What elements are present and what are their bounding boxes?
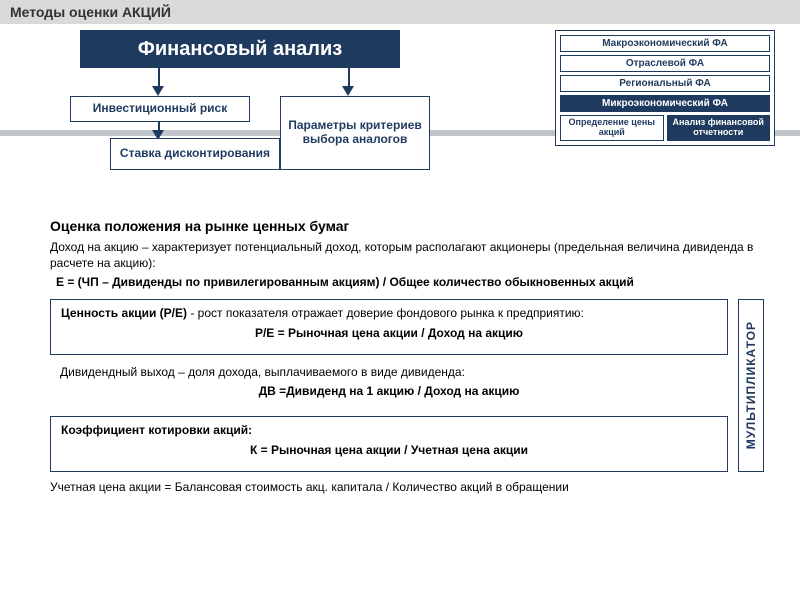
- section-title: Оценка положения на рынке ценных бумаг: [50, 218, 760, 234]
- rp-micro: Микроэкономический ФА: [560, 95, 770, 112]
- multiplier-label: МУЛЬТИПЛИКАТОР: [744, 321, 758, 449]
- arrow-stem-1: [158, 68, 160, 86]
- node-investment-risk: Инвестиционный риск: [70, 96, 250, 122]
- kk-block: Коэффициент котировки акций: К = Рыночна…: [50, 416, 728, 472]
- node-discount-rate-label: Ставка дисконтирования: [120, 147, 270, 161]
- content-area: Оценка положения на рынке ценных бумаг Д…: [0, 210, 800, 496]
- footer-formula: Учетная цена акции = Балансовая стоимост…: [50, 480, 760, 496]
- rp-industry: Отраслевой ФА: [560, 55, 770, 72]
- pe-text: - рост показателя отражает доверие фондо…: [187, 306, 584, 320]
- rp-fin-statements: Анализ финансовой отчетности: [667, 115, 771, 141]
- pe-formula: Р/Е = Рыночная цена акции / Доход на акц…: [61, 326, 717, 340]
- arrow-head-1: [152, 86, 164, 96]
- kk-formula: К = Рыночная цена акции / Учетная цена а…: [61, 443, 717, 457]
- right-panel: Макроэкономический ФА Отраслевой ФА Реги…: [555, 30, 775, 146]
- kk-label: Коэффициент котировки акций:: [61, 423, 717, 439]
- div-label: Дивидендный выход: [60, 365, 175, 379]
- node-investment-risk-label: Инвестиционный риск: [93, 102, 227, 116]
- node-financial-analysis: Финансовый анализ: [80, 30, 400, 68]
- pe-label: Ценность акции (Р/Е): [61, 306, 187, 320]
- eps-formula: Е = (ЧП – Дивиденды по привилегированным…: [56, 275, 760, 289]
- node-analog-criteria-label: Параметры критериев выбора аналогов: [285, 119, 425, 147]
- node-analog-criteria: Параметры критериев выбора аналогов: [280, 96, 430, 170]
- arrow-stem-3: [158, 122, 160, 130]
- rp-regional: Региональный ФА: [560, 75, 770, 92]
- diagram-area: Финансовый анализ Инвестиционный риск Ст…: [0, 30, 800, 210]
- rp-bottom-row: Определение цены акций Анализ финансовой…: [560, 115, 770, 141]
- div-formula: ДВ =Дивиденд на 1 акцию / Доход на акцию: [60, 384, 718, 398]
- div-block: Дивидендный выход – доля дохода, выплачи…: [50, 363, 728, 411]
- rp-macro: Макроэкономический ФА: [560, 35, 770, 52]
- multiplier-sidebar: МУЛЬТИПЛИКАТОР: [738, 299, 764, 472]
- pe-line: Ценность акции (Р/Е) - рост показателя о…: [61, 306, 717, 322]
- page-header: Методы оценки АКЦИЙ: [0, 0, 800, 24]
- div-line: Дивидендный выход – доля дохода, выплачи…: [60, 365, 718, 381]
- node-financial-analysis-label: Финансовый анализ: [138, 38, 342, 61]
- page-title: Методы оценки АКЦИЙ: [10, 4, 171, 20]
- multiplier-block: Ценность акции (Р/Е) - рост показателя о…: [50, 299, 760, 472]
- pe-block: Ценность акции (Р/Е) - рост показателя о…: [50, 299, 728, 355]
- arrow-head-2: [342, 86, 354, 96]
- node-discount-rate: Ставка дисконтирования: [110, 138, 280, 170]
- arrow-stem-2: [348, 68, 350, 86]
- rp-price-determination: Определение цены акций: [560, 115, 664, 141]
- eps-intro: Доход на акцию – характеризует потенциал…: [50, 240, 760, 271]
- div-text: – доля дохода, выплачиваемого в виде див…: [175, 365, 465, 379]
